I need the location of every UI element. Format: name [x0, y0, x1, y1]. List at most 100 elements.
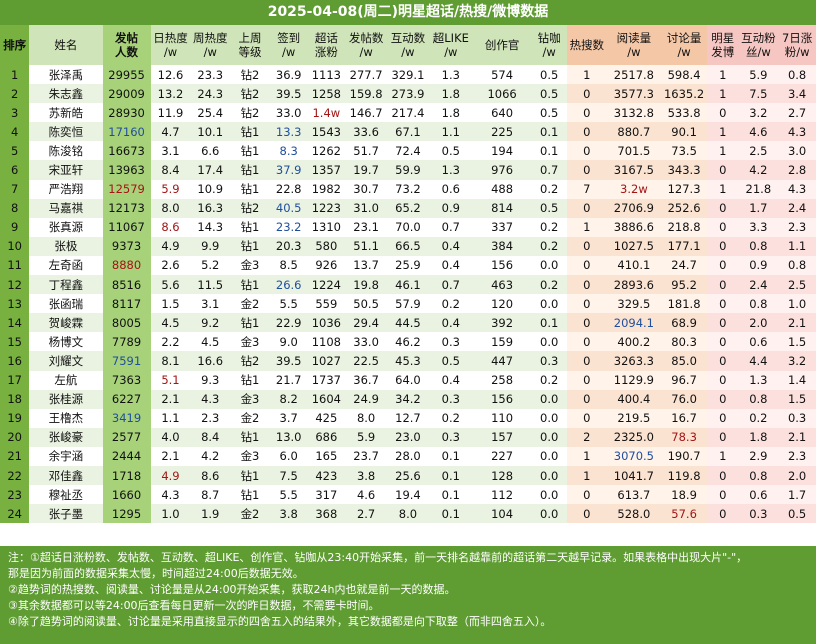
table-cell: 4	[0, 122, 30, 142]
table-cell: 392	[472, 313, 532, 333]
table-cell: 0.4	[428, 313, 473, 333]
table-cell: 0	[707, 504, 739, 524]
table-cell: 0.2	[531, 370, 567, 390]
table-cell: 0	[566, 370, 607, 390]
table-cell: 447	[472, 351, 532, 371]
table-cell: 1.8	[738, 427, 779, 447]
table-cell: 1036	[307, 313, 346, 333]
table-cell: 1027	[307, 351, 346, 371]
table-cell: 金2	[230, 504, 270, 524]
table-cell: 20.3	[269, 236, 308, 256]
table-cell: 0.3	[428, 332, 473, 352]
table-cell: 23.3	[190, 65, 231, 85]
table-cell: 1.1	[428, 122, 473, 142]
table-cell: 1	[707, 122, 739, 142]
table-cell: 钻1	[230, 236, 270, 256]
table-cell: 12	[0, 275, 30, 295]
table-cell: 880.7	[606, 122, 662, 142]
table-cell: 104	[472, 504, 532, 524]
table-cell: 24	[0, 504, 30, 524]
table-cell: 1224	[307, 275, 346, 295]
table-cell: 0.5	[531, 198, 567, 218]
table-cell: 29009	[102, 84, 151, 104]
table-cell: 190.7	[661, 446, 708, 466]
table-cell: 4.4	[738, 351, 779, 371]
table-cell: 钻1	[230, 141, 270, 161]
table-cell: 120	[472, 294, 532, 314]
table-cell: 0	[707, 408, 739, 428]
table-cell: 33.6	[345, 122, 388, 142]
table-cell: 0.9	[738, 255, 779, 276]
table-cell: 16.6	[190, 351, 231, 371]
table-cell: 1.4	[778, 370, 816, 390]
table-cell: 2.1	[150, 446, 191, 466]
table-cell: 0	[566, 160, 607, 180]
column-header: 周热度/w	[190, 25, 231, 65]
table-cell: 0.2	[531, 236, 567, 256]
table-cell: 410.1	[606, 255, 662, 276]
table-cell: 0	[707, 332, 739, 352]
table-cell: 0.0	[531, 294, 567, 314]
table-cell: 7.5	[738, 84, 779, 104]
table-cell: 0.6	[738, 485, 779, 505]
table-cell: 0	[566, 141, 607, 161]
cell-name: 苏新皓	[29, 103, 103, 123]
table-cell: 9.9	[190, 236, 231, 256]
table-cell: 252.6	[661, 198, 708, 218]
table-cell: 80.3	[661, 332, 708, 352]
table-cell: 2.5	[738, 141, 779, 161]
table-cell: 0.0	[531, 465, 567, 486]
table-cell: 317	[307, 485, 346, 505]
table-cell: 23.1	[345, 217, 388, 237]
table-cell: 2	[566, 427, 607, 447]
table-cell: 19.4	[387, 485, 429, 505]
table-cell: 钻2	[230, 351, 270, 371]
page-title: 2025-04-08(周二)明星超话/热搜/微博数据	[0, 0, 816, 25]
table-cell: 3.3	[738, 217, 779, 237]
table-cell: 1.8	[428, 103, 473, 123]
table-cell: 73.2	[387, 179, 429, 199]
table-cell: 0	[707, 370, 739, 390]
table-cell: 1113	[307, 65, 346, 85]
table-cell: 110	[472, 408, 532, 428]
table-cell: 钻1	[230, 160, 270, 180]
table-cell: 4.6	[738, 122, 779, 142]
cell-name: 王橹杰	[29, 408, 103, 428]
table-cell: 1635.2	[661, 84, 708, 104]
cell-name: 宋亚轩	[29, 160, 103, 180]
table-cell: 0	[707, 255, 739, 276]
table-cell: 钻2	[230, 84, 270, 104]
table-cell: 1718	[102, 465, 151, 486]
table-cell: 0	[707, 236, 739, 256]
table-cell: 0.3	[428, 427, 473, 447]
table-row: 22 邓佳鑫 1718 4.9 8.6 钻1 7.5 423 3.8 25.6 0.1 128 0.0 1…	[0, 465, 816, 486]
table-cell: 0.7	[531, 160, 567, 180]
table-cell: 0.7	[428, 275, 473, 295]
table-cell: 1066	[472, 84, 532, 104]
table-cell: 19.8	[345, 275, 388, 295]
cell-name: 陈奕恒	[29, 122, 103, 142]
cell-name: 马嘉祺	[29, 198, 103, 218]
table-row: 18 张桂源 6227 2.1 4.3 金3 8.2 1604 24.9 34.2 0.3 156 0.…	[0, 389, 816, 409]
table-cell: 16.7	[661, 408, 708, 428]
table-cell: 423	[307, 465, 346, 486]
table-cell: 3.8	[345, 465, 388, 486]
table-cell: 0.2	[428, 408, 473, 428]
cell-name: 张子墨	[29, 504, 103, 524]
table-row: 1 张泽禹 29955 12.6 23.3 钻2 36.9 1113 277.7 329.1 1.3…	[0, 65, 816, 85]
column-header: 7日涨 粉/w	[778, 25, 816, 65]
table-cell: 1.5	[778, 389, 816, 409]
table-cell: 4.6	[345, 485, 388, 505]
table-cell: 0	[566, 236, 607, 256]
table-cell: 1223	[307, 198, 346, 218]
table-cell: 0	[707, 427, 739, 447]
table-cell: 0.6	[738, 332, 779, 352]
table-cell: 598.4	[661, 65, 708, 85]
table-cell: 159.8	[345, 84, 388, 104]
table-cell: 3.1	[190, 294, 231, 314]
table-cell: 钻1	[230, 313, 270, 333]
table-cell: 25.9	[387, 255, 429, 276]
table-cell: 0	[566, 122, 607, 142]
table-cell: 0.0	[531, 389, 567, 409]
table-cell: 66.5	[387, 236, 429, 256]
